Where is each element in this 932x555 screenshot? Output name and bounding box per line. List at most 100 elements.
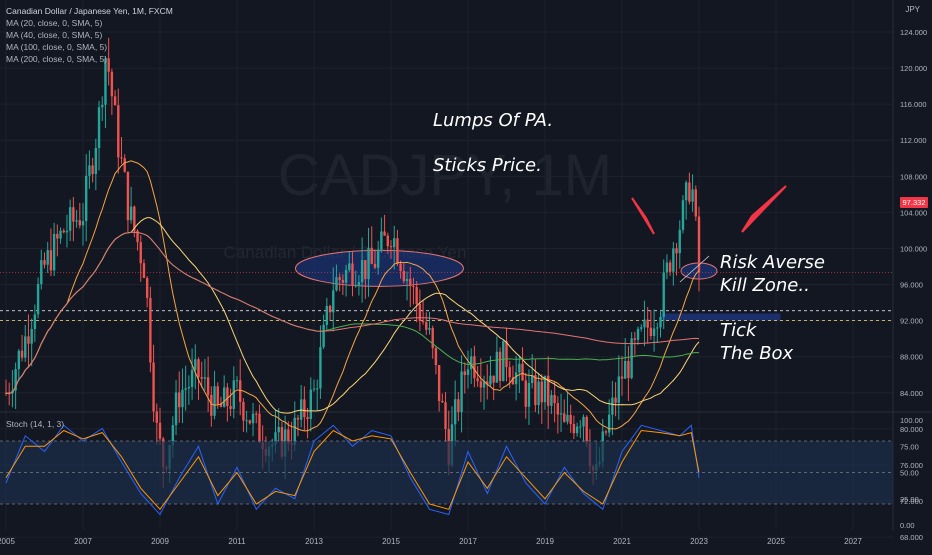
y-tick-label: 76.000 <box>900 461 923 470</box>
candle-body <box>344 269 348 283</box>
x-tick-label: 2025 <box>767 537 785 546</box>
candle-body <box>78 220 81 226</box>
candle-body <box>306 417 309 420</box>
candle-body <box>248 420 252 424</box>
candle-body <box>367 247 370 280</box>
candle-body <box>473 356 476 379</box>
candle-body <box>206 377 210 395</box>
candle-body <box>303 399 306 418</box>
candle-body <box>277 427 280 433</box>
candle-body <box>126 171 130 221</box>
kill-zone-box <box>660 313 781 321</box>
candle-body <box>222 387 226 407</box>
candle-body <box>30 328 33 344</box>
candle-body <box>399 264 402 271</box>
watermark: CADJPY, 1M <box>278 143 612 208</box>
candle-body <box>534 375 537 406</box>
candle-body <box>373 263 377 268</box>
x-tick-label: 2011 <box>228 537 246 546</box>
candle-body <box>258 413 261 443</box>
x-tick-label: 2013 <box>305 537 323 546</box>
candle-body <box>158 422 162 439</box>
candle-body <box>56 233 59 239</box>
candle-body <box>482 381 486 388</box>
stoch-tick-label: 50.00 <box>900 469 919 478</box>
candle-body <box>444 402 447 429</box>
candle-body <box>380 231 383 250</box>
candle-body <box>287 429 290 444</box>
candle-body <box>117 105 120 158</box>
candle-body <box>495 351 499 383</box>
candle-body <box>370 247 373 264</box>
candle-body <box>129 206 133 221</box>
candle-body <box>569 414 572 425</box>
symbol-title: Canadian Dollar / Japanese Yen, 1M, FXCM <box>6 6 173 16</box>
candle-body <box>91 165 94 175</box>
candle-body <box>479 381 483 388</box>
candle-body <box>104 58 107 105</box>
candle-body <box>396 238 399 265</box>
candle-body <box>123 158 126 172</box>
candle-body <box>68 207 72 231</box>
candle-body <box>492 375 495 383</box>
y-tick-label: 120.000 <box>900 64 927 73</box>
candle-body <box>418 303 422 321</box>
candle-body <box>543 375 547 403</box>
candle-body <box>688 182 691 202</box>
candle-body <box>27 336 30 344</box>
candle-body <box>213 386 216 416</box>
candle-body <box>572 424 576 434</box>
candle-body <box>251 413 255 424</box>
candle-body <box>94 148 98 175</box>
x-tick-label: 2007 <box>74 537 92 546</box>
candle-body <box>681 200 685 230</box>
candle-body <box>527 383 531 407</box>
candle-body <box>630 338 633 379</box>
y-tick-label: 88.000 <box>900 353 923 362</box>
candle-body <box>255 413 258 415</box>
candle-body <box>386 235 389 247</box>
candle-body <box>678 229 681 254</box>
candle-body <box>441 400 444 403</box>
candle-body <box>49 250 53 271</box>
candle-body <box>113 96 117 106</box>
candle-body <box>52 233 56 271</box>
candle-body <box>675 248 678 254</box>
currency-label: JPY <box>905 5 920 14</box>
candle-body <box>498 351 502 381</box>
candle-body <box>691 189 694 202</box>
candle-body <box>425 322 428 330</box>
candle-body <box>309 389 312 420</box>
candle-body <box>412 286 415 288</box>
candle-body <box>697 216 701 273</box>
candle-body <box>611 397 614 415</box>
candle-body <box>402 270 406 282</box>
candle-body <box>668 262 672 272</box>
candle-body <box>550 394 553 406</box>
candle-body <box>33 314 37 329</box>
candle-body <box>332 290 335 313</box>
candle-body <box>171 425 175 446</box>
annotation-lumps: Lumps Of PA. <box>433 110 554 131</box>
candle-body <box>136 230 139 243</box>
candle-body <box>155 411 158 423</box>
candle-body <box>239 380 242 402</box>
candle-body <box>415 287 418 304</box>
ma20-line <box>5 160 700 432</box>
candle-body <box>219 404 223 407</box>
annotation-the-box: The Box <box>720 343 794 364</box>
candle-body <box>274 432 277 445</box>
annotation-tick: Tick <box>720 320 757 341</box>
stoch-tick-label: 0.00 <box>900 521 915 530</box>
candle-body <box>672 248 675 272</box>
y-tick-label: 80.000 <box>900 425 923 434</box>
annotation-kill-zone: Kill Zone.. <box>720 275 810 296</box>
candle-body <box>197 359 200 378</box>
stoch-legend: Stoch (14, 1, 3) <box>6 419 65 429</box>
x-tick-label: 2023 <box>690 537 708 546</box>
y-tick-label: 92.000 <box>900 317 923 326</box>
x-tick-label: 2021 <box>613 537 631 546</box>
candle-body <box>351 263 354 286</box>
